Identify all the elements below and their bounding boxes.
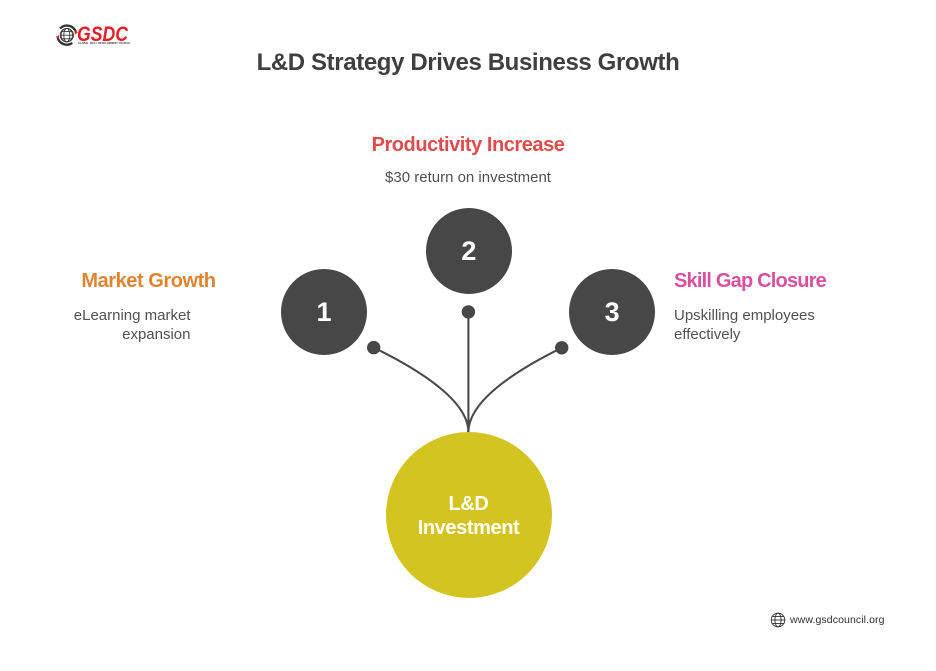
gsdc-logo-globe-icon [56,24,78,46]
node2-heading: Productivity Increase [371,133,565,156]
hub-label-line2: Investment [417,517,520,539]
node3-description: Upskilling employees effectively [674,306,815,344]
step-number-2: 2 [461,235,477,266]
hub-label-line1: L&D [448,493,489,515]
footer-url: www.gsdcouncil.org [790,614,885,626]
node1-description-line2: expansion [122,325,191,343]
connector-dot-1 [367,340,381,355]
globe-icon [770,612,786,628]
node3-description-line2: effectively [674,325,741,343]
node3-heading: Skill Gap Closure [674,270,827,292]
gsdc-logo-tagline: GLOBAL SKILL DEVELOPMENT COUNCIL [78,41,131,45]
connector-right-curve [467,346,563,434]
step-circle-2: 2 [425,208,512,294]
step-number-3: 3 [604,296,620,327]
gsdc-logo-wordmark: GSDC [77,22,128,46]
connector-dot-2 [461,305,476,319]
node1-description-line1: eLearning market [73,306,191,324]
node1-description: eLearning market expansion [0,306,191,344]
node3-description-line1: Upskilling employees [674,306,815,324]
footer: www.gsdcouncil.org [770,612,885,628]
node2-description: $30 return on investment [385,169,551,187]
step-circle-1: 1 [281,269,367,355]
node1-heading: Market Growth [81,270,216,292]
hub-circle [385,431,552,598]
connector-dot-3 [555,341,569,355]
connector-left-curve [372,346,470,434]
hub-label: L&D Investment [386,492,552,540]
step-number-1: 1 [316,296,332,327]
page-title: L&D Strategy Drives Business Growth [256,49,680,76]
step-circle-3: 3 [569,269,656,355]
